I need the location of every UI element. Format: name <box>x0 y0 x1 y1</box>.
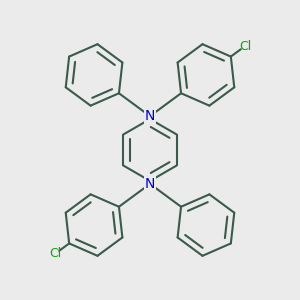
Text: Cl: Cl <box>49 248 61 260</box>
Text: Cl: Cl <box>239 40 251 52</box>
Text: N: N <box>145 177 155 191</box>
Text: N: N <box>145 109 155 123</box>
